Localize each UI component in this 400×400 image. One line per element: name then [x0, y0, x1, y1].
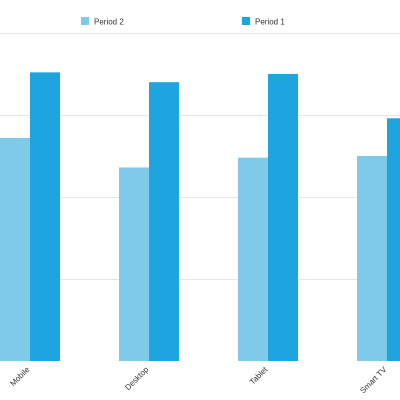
- legend: Period 2 Period 1: [81, 17, 285, 27]
- x-tick-label-mobile: Mobile: [8, 365, 31, 388]
- x-tick-label-tablet: Tablet: [248, 365, 270, 387]
- legend-label-period-1: Period 1: [255, 18, 285, 27]
- bar-mobile-period-1[interactable]: [30, 72, 60, 362]
- bar-desktop-period-2[interactable]: [119, 167, 149, 361]
- bars: [0, 72, 400, 362]
- gridlines: [0, 33, 400, 280]
- bar-smart-tv-period-1[interactable]: [387, 118, 400, 361]
- legend-label-period-2: Period 2: [94, 18, 124, 27]
- bar-mobile-period-2[interactable]: [0, 137, 30, 361]
- legend-swatch-period-2: [81, 17, 89, 25]
- bar-tablet-period-2[interactable]: [238, 157, 268, 361]
- bar-tablet-period-1[interactable]: [268, 74, 298, 361]
- x-tick-label-smart-tv: Smart TV: [358, 365, 389, 396]
- x-tick-label-desktop: Desktop: [123, 365, 151, 393]
- bar-desktop-period-1[interactable]: [149, 82, 179, 361]
- x-tick-labels: Mobile Desktop Tablet Smart TV: [8, 365, 389, 396]
- legend-swatch-period-1: [242, 17, 250, 25]
- bar-smart-tv-period-2[interactable]: [357, 156, 387, 361]
